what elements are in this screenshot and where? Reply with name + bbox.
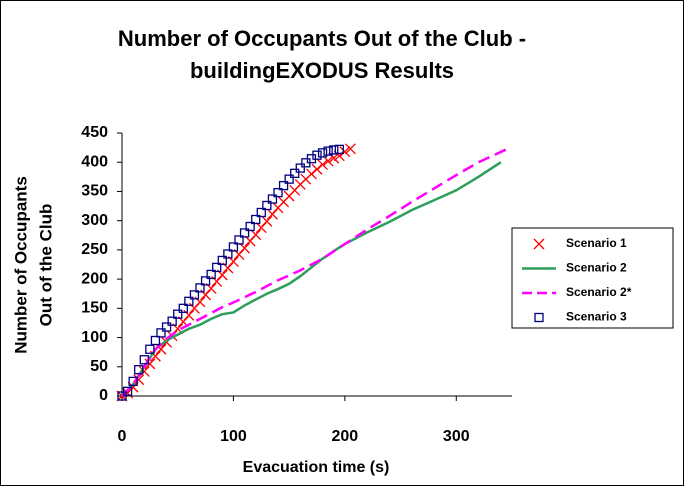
data-point (195, 283, 205, 293)
series-line (121, 148, 507, 397)
data-point (344, 143, 356, 155)
data-point (278, 180, 289, 191)
data-point (217, 255, 227, 266)
data-point (145, 344, 155, 354)
data-point (322, 155, 334, 167)
y-tick-label: 400 (81, 153, 108, 170)
data-point (262, 200, 272, 211)
data-point (144, 358, 156, 370)
data-point (156, 328, 166, 338)
legend-swatch (534, 312, 544, 323)
data-point (284, 174, 294, 184)
data-point (138, 365, 150, 377)
y-tick-label: 450 (81, 124, 108, 141)
x-axis-label: Evacuation time (s) (243, 459, 390, 476)
data-point (334, 144, 344, 155)
y-tick-label: 150 (81, 300, 108, 317)
data-point (117, 391, 127, 401)
data-point (178, 303, 188, 313)
series-line (121, 161, 502, 397)
data-point (167, 316, 177, 326)
data-point (295, 163, 305, 173)
data-point (150, 335, 161, 346)
data-point (333, 150, 345, 162)
data-point (234, 235, 244, 245)
data-point (189, 290, 200, 300)
chart-title: buildingEXODUS Results (190, 58, 454, 83)
y-tick-label: 250 (81, 241, 108, 258)
x-tick-label: 100 (220, 428, 247, 445)
data-point (122, 386, 133, 396)
legend-label: Scenario 2* (566, 285, 632, 299)
legend-swatch (533, 238, 545, 250)
data-point (317, 148, 328, 158)
data-point (206, 269, 216, 280)
data-point (251, 214, 261, 225)
data-point (139, 355, 149, 365)
data-point (134, 365, 144, 375)
data-point (161, 322, 172, 332)
data-point (317, 159, 329, 171)
y-tick-label: 350 (81, 183, 108, 200)
data-point (261, 215, 273, 227)
y-tick-label: 300 (81, 212, 108, 229)
data-point (323, 146, 333, 156)
chart-title: Number of Occupants Out of the Club - (118, 26, 526, 51)
data-point (245, 221, 255, 232)
y-tick-label: 0 (99, 387, 108, 404)
data-point (273, 187, 283, 198)
x-tick-label: 300 (443, 428, 470, 445)
data-point (173, 309, 183, 319)
data-point (312, 150, 322, 160)
data-point (223, 249, 233, 259)
data-point (239, 228, 250, 238)
data-point (339, 146, 351, 158)
data-point (329, 145, 339, 155)
data-point (256, 207, 266, 218)
data-point (290, 168, 300, 178)
data-point (267, 194, 278, 204)
data-point (250, 229, 262, 241)
data-point (200, 276, 211, 286)
x-tick-label: 200 (332, 428, 359, 445)
y-tick-label: 50 (90, 358, 108, 375)
legend-label: Scenario 2 (566, 261, 627, 275)
y-tick-label: 100 (81, 329, 108, 346)
data-point (228, 242, 239, 252)
y-axis-label: Out of the Club (36, 204, 55, 327)
data-point (128, 376, 138, 387)
legend-label: Scenario 1 (566, 236, 627, 250)
y-tick-label: 200 (81, 270, 108, 287)
data-point (184, 296, 194, 306)
legend-label: Scenario 3 (566, 310, 627, 324)
data-point (127, 381, 139, 393)
x-tick-label: 0 (118, 428, 127, 445)
data-point (212, 262, 222, 273)
y-axis-label: Number of Occupants (11, 176, 30, 354)
data-point (239, 242, 251, 254)
